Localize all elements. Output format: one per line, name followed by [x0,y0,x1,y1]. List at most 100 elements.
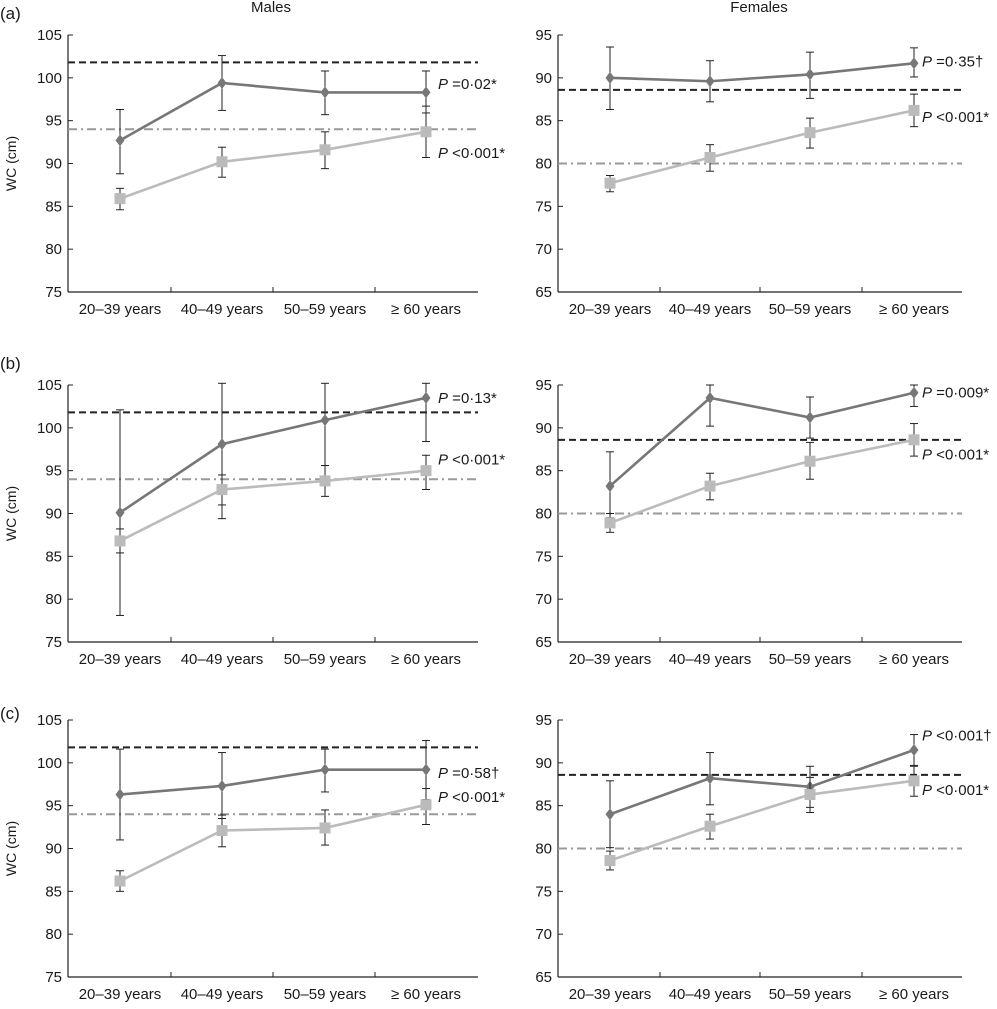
square-marker [908,775,920,787]
x-tick-label: 40–49 years [669,986,752,1003]
diamond-marker [605,808,615,821]
chart-panel-b-females: 65 70 75 80 85 90 95 20–39 years 40–49 years 50–5… [535,377,989,668]
square-marker [804,127,816,139]
x-tick-label: 20–39 years [569,986,652,1003]
y-tick-label: 65 [535,969,552,986]
diamond-marker [217,779,227,792]
y-tick-label: 85 [45,198,62,215]
diamond-marker [217,76,227,89]
p-value-annotation: P =0·13* [438,390,497,407]
p-value-text: <0·001* [932,446,989,463]
diamond-marker [320,763,330,776]
chart-panel-a-females: 65 70 75 80 85 90 95 20–39 years 40–49 years 50–5… [535,27,989,318]
x-tick-label: 40–49 years [181,301,264,318]
chart-panel-c-males: 75 80 85 90 95 100 105 20–39 years 40–49 years 50… [3,712,505,1003]
square-marker [704,152,716,164]
y-tick-label: 90 [535,755,552,772]
p-value-text: <0·001* [932,782,989,799]
series-line-dark-diamond [119,768,426,796]
x-tick-label: 40–49 years [181,651,264,668]
p-value-text: <0·001* [448,789,505,806]
p-value-prefix: P [922,109,932,126]
y-tick-label: 100 [37,70,62,87]
p-value-prefix: P [438,452,448,469]
y-axis-label: WC (cm) [3,821,19,876]
diamond-marker [909,57,919,70]
y-tick-label: 95 [45,463,62,480]
square-marker [804,789,816,801]
y-axis-label: WC (cm) [3,486,19,541]
series-line-dark-diamond [119,396,427,514]
p-value-text: <0·001* [932,109,989,126]
diamond-marker [605,480,615,493]
p-value-prefix: P [438,390,448,407]
p-value-annotation: P <0·001† [922,727,992,744]
x-tick-label: 20–39 years [79,651,162,668]
p-value-prefix: P [922,54,932,71]
diamond-marker [605,71,615,84]
y-tick-label: 75 [45,284,62,301]
y-tick-label: 100 [37,420,62,437]
x-tick-label: 40–49 years [181,986,264,1003]
p-value-annotation: P <0·001* [438,789,505,806]
x-tick-label: 20–39 years [79,986,162,1003]
square-marker [216,825,228,837]
p-value-text: =0·13* [448,390,497,407]
row-label-b: (b) [0,354,21,373]
p-value-prefix: P [438,789,448,806]
square-marker [319,475,331,487]
y-tick-label: 90 [45,506,62,523]
x-tick-label: ≥ 60 years [879,301,949,318]
y-tick-label: 75 [45,969,62,986]
y-tick-label: 65 [535,284,552,301]
diamond-marker [805,411,815,424]
y-tick-label: 95 [45,113,62,130]
series-line-dark-diamond [119,81,426,142]
diamond-marker [115,134,125,147]
square-marker [216,484,228,496]
p-value-annotation: P <0·001* [922,782,989,799]
p-value-annotation: P <0·001* [922,109,989,126]
x-tick-label: ≥ 60 years [879,651,949,668]
y-tick-label: 105 [37,712,62,729]
square-marker [420,126,432,138]
x-tick-label: ≥ 60 years [391,651,461,668]
series-line-dark-diamond [609,748,915,816]
diamond-marker [421,86,431,99]
square-marker [604,177,616,189]
p-value-prefix: P [438,76,448,93]
p-value-prefix: P [922,385,932,402]
y-tick-label: 85 [45,548,62,565]
y-tick-label: 95 [535,377,552,394]
p-value-annotation: P =0·35† [922,54,983,71]
series-line-light-square [609,438,915,525]
y-tick-label: 75 [535,548,552,565]
p-value-text: =0·009* [932,385,989,402]
y-tick-label: 75 [45,634,62,651]
x-tick-label: 20–39 years [569,301,652,318]
y-tick-label: 85 [45,883,62,900]
square-marker [704,820,716,832]
square-marker [804,455,816,467]
p-value-prefix: P [922,446,932,463]
series-line-dark-diamond [609,391,915,488]
x-tick-label: 20–39 years [79,301,162,318]
y-tick-label: 65 [535,634,552,651]
p-value-prefix: P [922,727,932,744]
chart-panel-a-males: 75 80 85 90 95 100 105 20–39 years 40–49 years 50… [3,27,505,318]
y-tick-label: 85 [535,798,552,815]
x-tick-label: 50–59 years [284,986,367,1003]
y-tick-label: 95 [535,27,552,44]
y-tick-label: 95 [45,798,62,815]
y-tick-label: 75 [535,883,552,900]
chart-panel-b-males: 75 80 85 90 95 100 105 20–39 years 40–49 years 50… [3,377,505,668]
p-value-text: <0·001* [448,145,505,162]
square-marker [216,156,228,168]
square-marker [604,854,616,866]
square-marker [420,465,432,477]
p-value-text: =0·35† [932,54,983,71]
column-title-males: Males [251,0,291,16]
y-tick-label: 90 [45,156,62,173]
p-value-prefix: P [438,765,448,782]
y-tick-label: 80 [535,156,552,173]
